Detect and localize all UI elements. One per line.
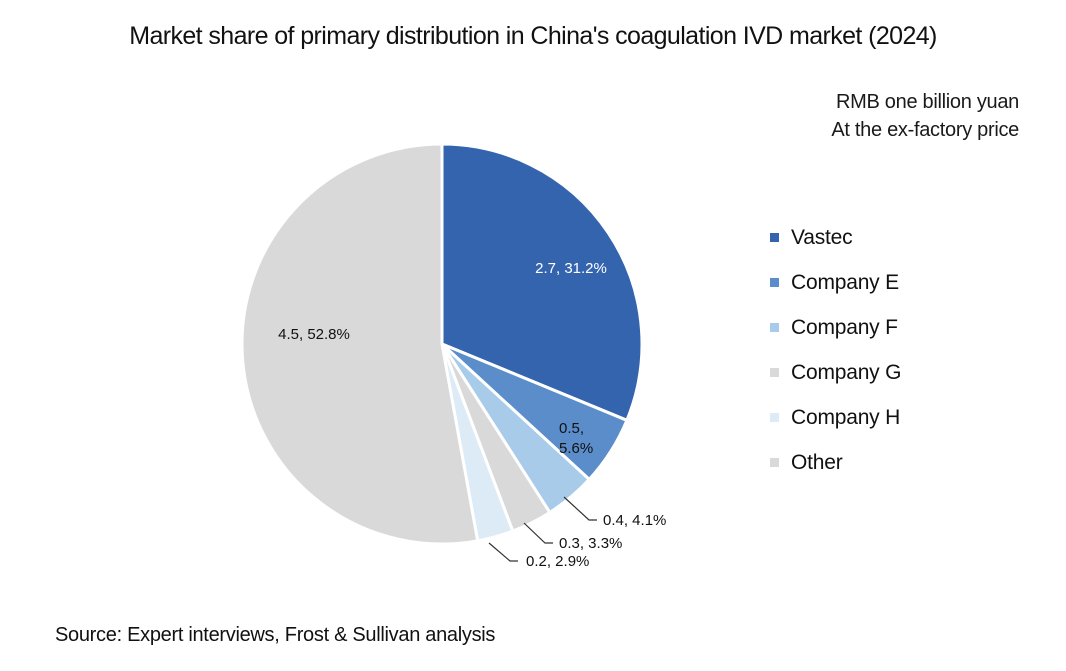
slice-label-company-g: 0.3, 3.3%	[559, 535, 622, 552]
slice-label-company-e-line1: 0.5,	[559, 420, 584, 437]
legend-label-company-e: Company E	[791, 270, 899, 294]
legend-swatch-other	[770, 458, 779, 467]
legend-swatch-company-e	[770, 278, 779, 287]
unit-note: RMB one billion yuan At the ex-factory p…	[831, 88, 1019, 144]
legend-swatch-company-f	[770, 323, 779, 332]
leader-line-company-f	[563, 496, 597, 521]
legend-label-vastec: Vastec	[791, 225, 853, 249]
leader-lines	[488, 496, 597, 562]
slice-label-company-h: 0.2, 2.9%	[526, 553, 589, 570]
legend-item-company-g: Company G	[770, 350, 901, 395]
leader-line-company-h	[488, 542, 518, 562]
chart-title: Market share of primary distribution in …	[129, 22, 937, 50]
legend-item-company-f: Company F	[770, 305, 901, 350]
legend-swatch-company-g	[770, 368, 779, 377]
legend-label-other: Other	[791, 450, 843, 474]
legend-item-other: Other	[770, 440, 901, 485]
legend-label-company-f: Company F	[791, 315, 898, 339]
unit-line-price-basis: At the ex-factory price	[831, 119, 1019, 141]
slice-label-vastec: 2.7, 31.2%	[535, 260, 607, 277]
legend: Vastec Company E Company F Company G Com…	[770, 215, 901, 485]
pie-slice-other	[240, 142, 480, 546]
slice-label-company-e-line2: 5.6%	[559, 440, 593, 457]
legend-item-vastec: Vastec	[770, 215, 901, 260]
pie-slice-vastec	[440, 142, 644, 422]
leader-line-company-g	[523, 522, 553, 544]
source-note: Source: Expert interviews, Frost & Sulli…	[55, 624, 496, 646]
legend-item-company-e: Company E	[770, 260, 901, 305]
legend-label-company-g: Company G	[791, 360, 902, 384]
legend-swatch-vastec	[770, 233, 779, 242]
slice-label-other: 4.5, 52.8%	[278, 326, 350, 343]
pie-slices	[240, 142, 644, 546]
legend-label-company-h: Company H	[791, 405, 901, 429]
legend-swatch-company-h	[770, 413, 779, 422]
legend-item-company-h: Company H	[770, 395, 901, 440]
unit-line-currency: RMB one billion yuan	[836, 91, 1019, 113]
slice-label-company-f: 0.4, 4.1%	[603, 512, 666, 529]
